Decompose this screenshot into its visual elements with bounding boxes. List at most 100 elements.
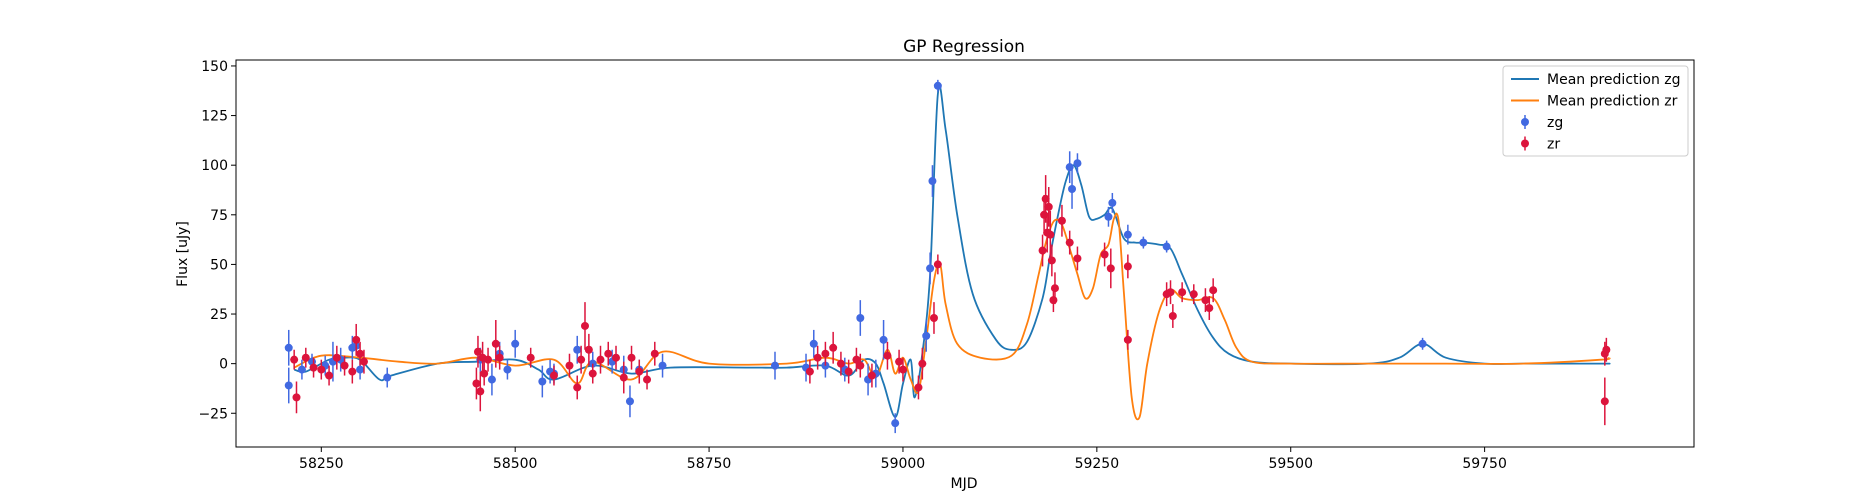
x-tick-label: 59750 bbox=[1462, 456, 1507, 472]
y-tick-label: 50 bbox=[210, 257, 228, 273]
data-point bbox=[580, 321, 589, 330]
data-point bbox=[1073, 254, 1082, 263]
data-point bbox=[805, 367, 814, 376]
data-point bbox=[836, 359, 845, 368]
data-point bbox=[352, 335, 361, 344]
legend-label: Mean prediction zr bbox=[1547, 94, 1678, 110]
data-point bbox=[577, 355, 586, 364]
data-point bbox=[511, 339, 520, 348]
data-point bbox=[292, 393, 301, 402]
data-point bbox=[1046, 230, 1055, 239]
x-tick-label: 59000 bbox=[881, 456, 926, 472]
data-point bbox=[538, 377, 547, 386]
legend-marker-swatch bbox=[1521, 139, 1529, 148]
data-point bbox=[1044, 202, 1053, 211]
data-point bbox=[619, 373, 628, 382]
data-point bbox=[1418, 339, 1427, 348]
series-line-mean-prediction-zr bbox=[293, 212, 1611, 421]
data-point bbox=[1068, 185, 1077, 193]
axis-ticks: 58250 58500 58750 59000 59250 59500 59750 −25 0 2… bbox=[198, 59, 1506, 472]
data-point bbox=[895, 357, 904, 366]
data-point bbox=[635, 367, 644, 376]
data-point bbox=[867, 371, 876, 380]
data-point bbox=[1041, 194, 1050, 203]
data-point bbox=[658, 361, 667, 370]
data-point bbox=[928, 177, 937, 186]
data-point bbox=[1049, 296, 1058, 305]
data-point bbox=[918, 359, 927, 368]
legend-label: Mean prediction zg bbox=[1547, 72, 1681, 88]
data-point bbox=[856, 361, 865, 370]
chart-title: GP Regression bbox=[903, 37, 1025, 57]
data-point bbox=[883, 351, 892, 360]
data-point bbox=[1050, 284, 1059, 293]
data-point bbox=[484, 355, 493, 364]
legend: Mean prediction zg Mean prediction zr zg zr bbox=[1502, 65, 1689, 157]
data-point bbox=[487, 375, 496, 384]
data-point bbox=[1073, 159, 1082, 168]
data-point bbox=[491, 339, 500, 348]
data-point bbox=[829, 343, 838, 352]
y-tick-label: 25 bbox=[210, 307, 228, 323]
data-point bbox=[1065, 238, 1074, 247]
data-point bbox=[770, 361, 779, 370]
data-point bbox=[1104, 212, 1113, 221]
y-tick-label: 150 bbox=[201, 59, 228, 75]
legend-label: zg bbox=[1547, 115, 1563, 131]
data-point bbox=[596, 355, 605, 364]
data-point bbox=[933, 260, 942, 269]
data-point bbox=[1038, 246, 1047, 255]
data-point bbox=[1057, 216, 1066, 225]
data-point bbox=[929, 314, 938, 322]
data-point bbox=[879, 335, 888, 344]
y-tick-label: 0 bbox=[219, 357, 228, 373]
data-point bbox=[1047, 256, 1056, 265]
legend-label: zr bbox=[1547, 137, 1560, 153]
data-point bbox=[1162, 242, 1171, 251]
data-point bbox=[573, 383, 582, 392]
data-point bbox=[472, 379, 481, 388]
data-point bbox=[1123, 335, 1132, 344]
x-tick-label: 59250 bbox=[1075, 456, 1120, 472]
y-axis-label: Flux [uJy] bbox=[175, 221, 191, 287]
data-point bbox=[809, 339, 818, 348]
data-point bbox=[922, 331, 931, 340]
data-point bbox=[1168, 312, 1177, 321]
y-tick-label: 100 bbox=[201, 158, 228, 174]
data-point bbox=[821, 349, 830, 358]
data-point bbox=[856, 314, 865, 322]
data-point bbox=[1106, 264, 1115, 273]
data-point bbox=[348, 367, 357, 376]
plot-frame bbox=[235, 59, 1695, 448]
data-point bbox=[612, 353, 621, 362]
data-point bbox=[604, 349, 613, 358]
data-point bbox=[476, 387, 485, 396]
data-point bbox=[495, 353, 504, 362]
data-point bbox=[650, 349, 659, 358]
data-point bbox=[356, 365, 365, 374]
y-tick-label: 125 bbox=[201, 109, 228, 125]
series-points-zr bbox=[290, 175, 1611, 426]
data-point bbox=[1123, 230, 1132, 239]
data-point bbox=[284, 343, 293, 352]
data-point bbox=[1205, 304, 1214, 313]
data-point bbox=[1166, 288, 1175, 297]
data-point bbox=[852, 355, 861, 364]
data-point bbox=[573, 345, 582, 354]
data-point bbox=[813, 353, 822, 362]
data-point bbox=[1602, 345, 1611, 354]
legend-box bbox=[1502, 65, 1689, 157]
x-tick-label: 58750 bbox=[687, 456, 732, 472]
data-point bbox=[1189, 290, 1198, 299]
data-point bbox=[325, 371, 334, 380]
data-point bbox=[356, 349, 365, 358]
data-point bbox=[1123, 262, 1132, 271]
data-point bbox=[332, 353, 341, 362]
data-point bbox=[480, 369, 489, 378]
x-tick-label: 59500 bbox=[1268, 456, 1313, 472]
data-point bbox=[1100, 250, 1109, 259]
data-point bbox=[340, 361, 349, 370]
data-point bbox=[643, 375, 652, 384]
x-axis-label: MJD bbox=[951, 476, 978, 492]
